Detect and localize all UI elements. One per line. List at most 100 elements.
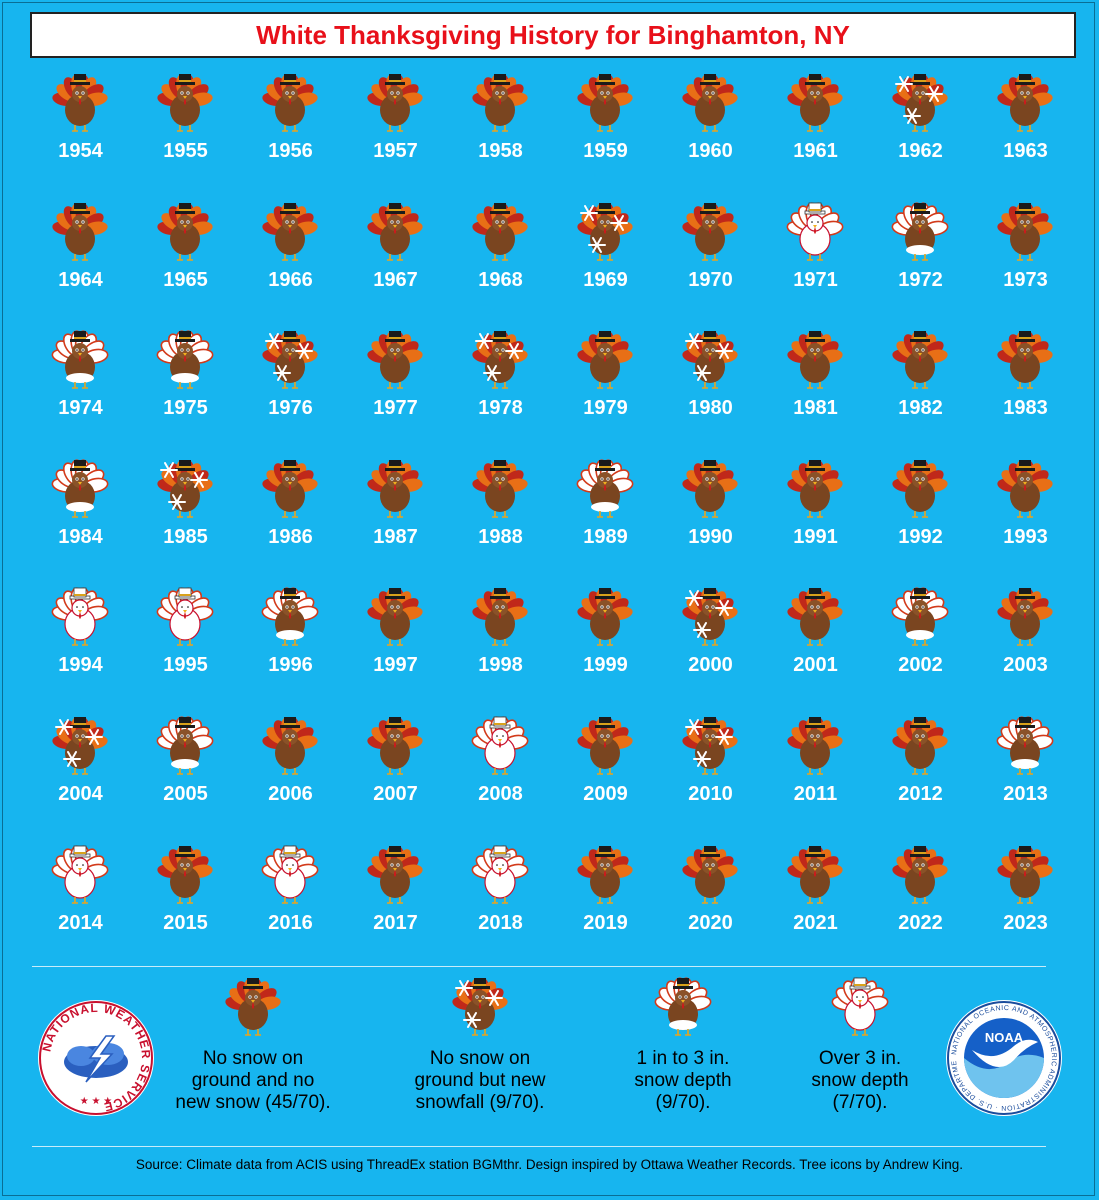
turkey-icon-none	[682, 459, 738, 518]
turkey-icon-heavy	[261, 845, 319, 904]
year-cell: 2019	[553, 844, 658, 972]
year-label: 2001	[793, 654, 838, 677]
year-label: 1970	[688, 268, 733, 291]
turkey-icon-none	[262, 459, 318, 518]
year-label: 1978	[478, 397, 523, 420]
year-cell: 1963	[973, 72, 1078, 200]
year-cell: 2010	[658, 715, 763, 843]
year-cell: 1966	[238, 201, 343, 329]
year-cell: 2022	[868, 844, 973, 972]
turkey-icon-none	[262, 717, 318, 775]
year-label: 1960	[688, 140, 733, 162]
turkey-icon-light	[891, 202, 949, 261]
year-label: 1959	[583, 140, 628, 162]
turkey-icon-none	[472, 459, 528, 518]
year-label: 1998	[478, 654, 523, 677]
year-label: 1984	[58, 525, 103, 548]
turkey-icon-none	[472, 74, 528, 132]
noaa-logo: NATIONAL OCEANIC AND ATMOSPHERIC ADMINIS…	[944, 998, 1062, 1116]
year-label: 1981	[793, 397, 838, 420]
year-label: 1975	[163, 397, 208, 420]
turkey-icon-none	[997, 202, 1053, 261]
turkey-icon-none	[577, 74, 633, 132]
year-label: 2002	[898, 654, 943, 677]
year-cell: 1973	[973, 201, 1078, 329]
year-label: 1956	[268, 140, 313, 162]
turkey-icon-heavy	[471, 716, 529, 775]
legend-label-light: 1 in to 3 in. snow depth (9/70).	[634, 1048, 732, 1113]
turkey-icon-none	[262, 74, 318, 132]
year-cell: 1980	[658, 329, 763, 457]
turkey-icon-none	[472, 588, 528, 647]
year-label: 2000	[688, 654, 733, 677]
year-cell: 1986	[238, 458, 343, 586]
legend-item-none: No snow on ground and no new snow (45/70).	[148, 970, 358, 1114]
year-cell: 1974	[28, 329, 133, 457]
chart-title: White Thanksgiving History for Binghamto…	[30, 12, 1076, 58]
turkey-icon-light	[51, 459, 109, 518]
year-label: 1993	[1003, 525, 1048, 548]
turkey-icon-none	[367, 331, 423, 389]
year-cell: 1969	[553, 201, 658, 329]
year-label: 2009	[583, 783, 628, 805]
legend-label-new: No snow on ground but new snowfall (9/70).	[414, 1048, 546, 1113]
legend-turkey-icon-none	[225, 978, 281, 1036]
year-cell: 1994	[28, 586, 133, 714]
year-label: 1976	[268, 397, 313, 420]
year-label: 2021	[793, 911, 838, 934]
year-label: 1958	[478, 140, 523, 162]
bottom-divider	[32, 1146, 1046, 1147]
turkey-icon-none	[577, 331, 633, 389]
year-cell: 1996	[238, 586, 343, 714]
year-cell: 1956	[238, 72, 343, 200]
year-cell: 1972	[868, 201, 973, 329]
year-cell: 1982	[868, 329, 973, 457]
year-cell: 1970	[658, 201, 763, 329]
year-label: 1967	[373, 268, 418, 291]
turkey-icon-heavy	[786, 202, 844, 261]
year-label: 2016	[268, 911, 313, 934]
turkey-icon-none	[997, 459, 1053, 518]
year-label: 1977	[373, 397, 418, 420]
year-cell: 1958	[448, 72, 553, 200]
year-label: 2011	[793, 783, 838, 805]
year-label: 2023	[1003, 911, 1048, 934]
turkey-icon-none	[997, 588, 1053, 647]
year-label: 1965	[163, 268, 208, 291]
turkey-icon-none	[997, 331, 1053, 389]
turkey-icon-none	[787, 331, 843, 389]
turkey-icon-none	[682, 845, 738, 904]
nws-logo: NATIONAL WEATHER SERVICE ★ ★ ★	[38, 1000, 154, 1116]
legend-turkey-icon-heavy	[831, 977, 889, 1036]
year-label: 1954	[58, 140, 103, 162]
year-cell: 1959	[553, 72, 658, 200]
turkey-icon-new	[157, 459, 213, 518]
year-label: 1963	[1003, 140, 1048, 162]
turkey-icon-light	[996, 716, 1054, 775]
legend-turkey-icon-new	[452, 978, 508, 1036]
svg-text:★ ★ ★: ★ ★ ★	[80, 1096, 112, 1107]
year-label: 1964	[58, 268, 103, 291]
turkey-icon-none	[577, 588, 633, 647]
turkey-icon-none	[892, 331, 948, 389]
turkey-icon-none	[787, 459, 843, 518]
turkey-icon-new	[682, 588, 738, 647]
year-cell: 1983	[973, 329, 1078, 457]
turkey-icon-new	[577, 202, 633, 261]
year-label: 1992	[898, 525, 943, 548]
year-label: 2019	[583, 911, 628, 934]
year-label: 1962	[898, 140, 943, 162]
year-label: 2014	[58, 911, 103, 934]
turkey-icon-new	[472, 331, 528, 389]
turkey-icon-none	[997, 74, 1053, 132]
turkey-icon-none	[997, 845, 1053, 904]
year-label: 2003	[1003, 654, 1048, 677]
top-divider	[32, 966, 1046, 967]
turkey-icon-none	[52, 74, 108, 132]
turkey-icon-none	[472, 202, 528, 261]
year-label: 1994	[58, 654, 103, 677]
year-label: 2007	[373, 783, 418, 805]
year-cell: 2001	[763, 586, 868, 714]
turkey-icon-none	[577, 845, 633, 904]
